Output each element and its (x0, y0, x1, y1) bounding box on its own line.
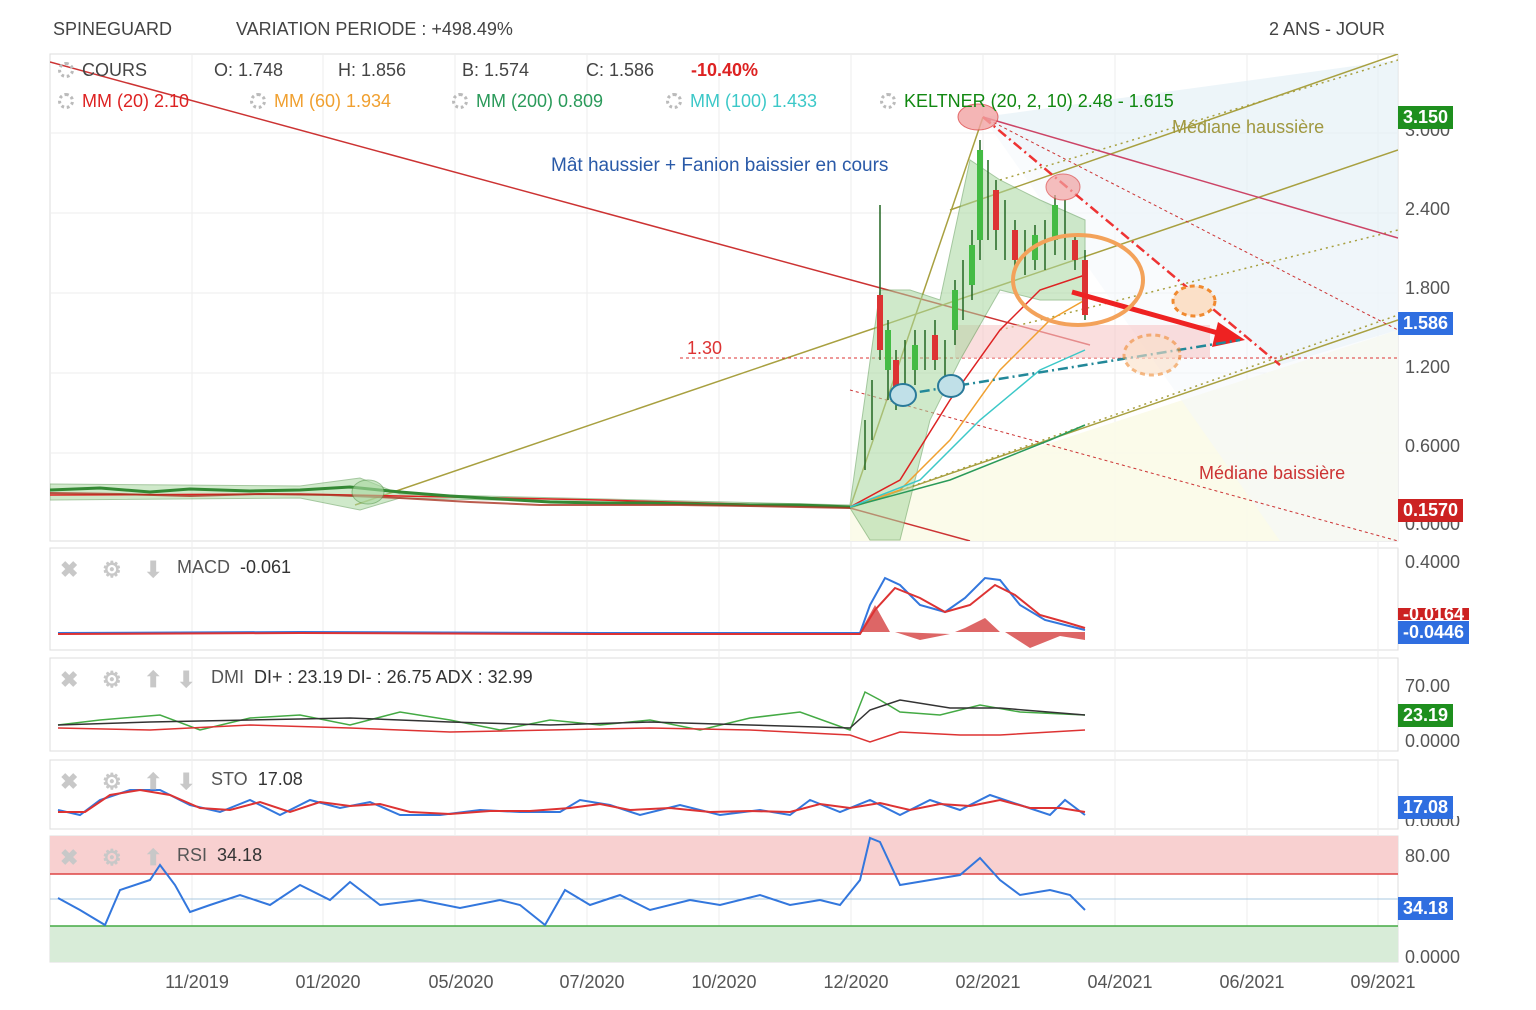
high-value: H: 1.856 (338, 60, 407, 80)
level-label: 1.30 (687, 338, 723, 358)
low-price-tag: 0.1570 (1398, 499, 1464, 522)
pattern-annotation: Mât haussier + Fanion baissier en cours (551, 155, 889, 176)
gear-icon[interactable] (250, 93, 266, 109)
gear-icon[interactable] (58, 62, 74, 78)
price-tick: 2.400 (1405, 199, 1451, 219)
arrow-up-icon[interactable]: ⬆ (144, 667, 163, 692)
gear-icon[interactable]: ⚙ (102, 769, 122, 794)
pennant-circle (1011, 233, 1145, 327)
macd-tick: 0.4000 (1405, 552, 1461, 572)
period-variation: VARIATION PERIODE : +498.49% (236, 19, 513, 39)
close-icon[interactable]: ✖ (60, 557, 79, 582)
high-price-tag: 3.150 (1398, 106, 1454, 129)
price-tick: 0.6000 (1405, 436, 1461, 456)
mm20-legend: MM (20) 2.10 (58, 91, 189, 112)
close-value: C: 1.586 (586, 60, 655, 80)
x-tick: 12/2020 (823, 972, 889, 992)
arrow-down-icon[interactable]: ⬇ (177, 769, 196, 794)
dmi-series (57, 690, 1086, 743)
mm60-legend: MM (60) 1.934 (250, 91, 391, 112)
rsi-tick: 0.0000 (1405, 947, 1461, 967)
price-tick: 1.200 (1405, 357, 1451, 377)
dmi-tick: 70.00 (1405, 676, 1451, 696)
close-icon[interactable]: ✖ (60, 845, 79, 870)
x-tick: 02/2021 (955, 972, 1021, 992)
x-tick: 04/2021 (1087, 972, 1153, 992)
close-icon[interactable]: ✖ (60, 769, 79, 794)
close-icon[interactable]: ✖ (60, 667, 79, 692)
sto-tag: 17.08 (1398, 796, 1454, 819)
x-tick: 11/2019 (165, 972, 229, 992)
dmi-label: DMI DI+ : 23.19 DI- : 26.75 ADX : 32.99 (211, 667, 533, 687)
sto-panel (49, 759, 1399, 830)
arrow-down-icon[interactable]: ⬇ (144, 557, 163, 582)
forecast-arrow (1071, 289, 1226, 338)
macd-signal-tag: -0.0164 (1398, 608, 1470, 620)
gear-icon[interactable] (880, 93, 896, 109)
rsi-overbought-zone (50, 836, 1398, 874)
rsi-oversold-zone (50, 926, 1398, 962)
x-tick: 05/2020 (428, 972, 494, 992)
mm60-line (849, 299, 1086, 508)
change-value: -10.40% (691, 60, 759, 80)
arrow-up-icon[interactable]: ⬆ (144, 769, 163, 794)
x-tick: 07/2020 (559, 972, 625, 992)
dmi-panel (49, 657, 1399, 752)
gear-icon[interactable]: ⚙ (102, 845, 122, 870)
low-value: B: 1.574 (462, 60, 530, 80)
x-tick: 06/2021 (1219, 972, 1285, 992)
gear-icon[interactable] (452, 93, 468, 109)
gear-icon[interactable] (666, 93, 682, 109)
median-down-annotation: Médiane baissière (1199, 463, 1346, 483)
arrow-up-icon[interactable]: ⬆ (144, 845, 163, 870)
sto-series (57, 788, 1086, 817)
gear-icon[interactable] (58, 93, 74, 109)
rsi-tag: 34.18 (1398, 897, 1454, 920)
mm20-line (50, 274, 1086, 508)
sto-label: STO 17.08 (211, 769, 303, 789)
x-tick: 10/2020 (691, 972, 757, 992)
mm100-legend: MM (100) 1.433 (666, 91, 817, 112)
macd-label: MACD -0.061 (177, 557, 292, 577)
price-tick: 1.800 (1405, 278, 1451, 298)
symbol-title: SPINEGUARD (53, 19, 173, 39)
rsi-label: RSI 34.18 (177, 845, 263, 865)
macd-series (57, 576, 1086, 648)
gear-icon[interactable]: ⚙ (102, 557, 122, 582)
dmi-tag: 23.19 (1398, 704, 1454, 727)
cours-legend: COURS (58, 60, 147, 81)
rsi-tick: 80.00 (1405, 846, 1451, 866)
sto-tick: 0.0000 (1405, 816, 1461, 826)
x-tick: 09/2021 (1350, 972, 1416, 992)
median-up-annotation: Médiane haussière (1172, 117, 1325, 137)
rsi-line (57, 836, 1086, 927)
price-line (50, 485, 851, 509)
mm100-line (849, 349, 1086, 508)
dmi-tick: 0.0000 (1405, 731, 1461, 751)
open-value: O: 1.748 (214, 60, 284, 80)
last-price-tag: 1.586 (1398, 312, 1454, 335)
keltner-legend: KELTNER (20, 2, 10) 2.48 - 1.615 (880, 91, 1174, 112)
mm200-legend: MM (200) 0.809 (452, 91, 603, 112)
period-selector[interactable]: 2 ANS - JOUR (1269, 19, 1386, 39)
arrow-down-icon[interactable]: ⬇ (177, 667, 196, 692)
mm200-line (849, 424, 1086, 508)
gear-icon[interactable]: ⚙ (102, 667, 122, 692)
macd-tag: -0.0446 (1398, 621, 1470, 644)
x-tick: 01/2020 (295, 972, 361, 992)
